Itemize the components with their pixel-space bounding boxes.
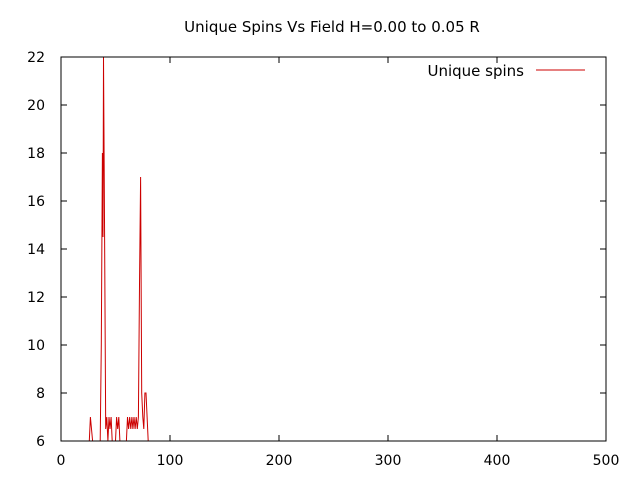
y-tick-label: 18 [27, 146, 45, 162]
y-tick-label: 20 [27, 98, 45, 114]
x-tick-label: 300 [375, 453, 402, 469]
plot-frame [60, 56, 607, 442]
y-tick-label: 12 [27, 290, 45, 306]
y-tick-label: 8 [36, 386, 45, 402]
x-tick-label: 400 [484, 453, 511, 469]
series-line-unique-spins [88, 56, 149, 442]
y-tick-label: 16 [27, 194, 45, 210]
legend: Unique spins [427, 62, 585, 80]
chart-title: Unique Spins Vs Field H=0.00 to 0.05 R [184, 18, 480, 36]
x-tick-label: 0 [57, 453, 66, 469]
x-tick-label: 200 [266, 453, 293, 469]
tick-labels: 0 100 200 300 400 500 6 8 10 12 14 16 18 20 22 [27, 50, 619, 469]
y-tick-label: 6 [36, 434, 45, 450]
y-tick-label: 22 [27, 50, 45, 66]
axis-ticks [60, 56, 607, 442]
legend-label: Unique spins [427, 62, 524, 80]
x-tick-label: 500 [593, 453, 620, 469]
x-tick-label: 100 [157, 453, 184, 469]
y-tick-label: 14 [27, 242, 45, 258]
y-tick-label: 10 [27, 338, 45, 354]
